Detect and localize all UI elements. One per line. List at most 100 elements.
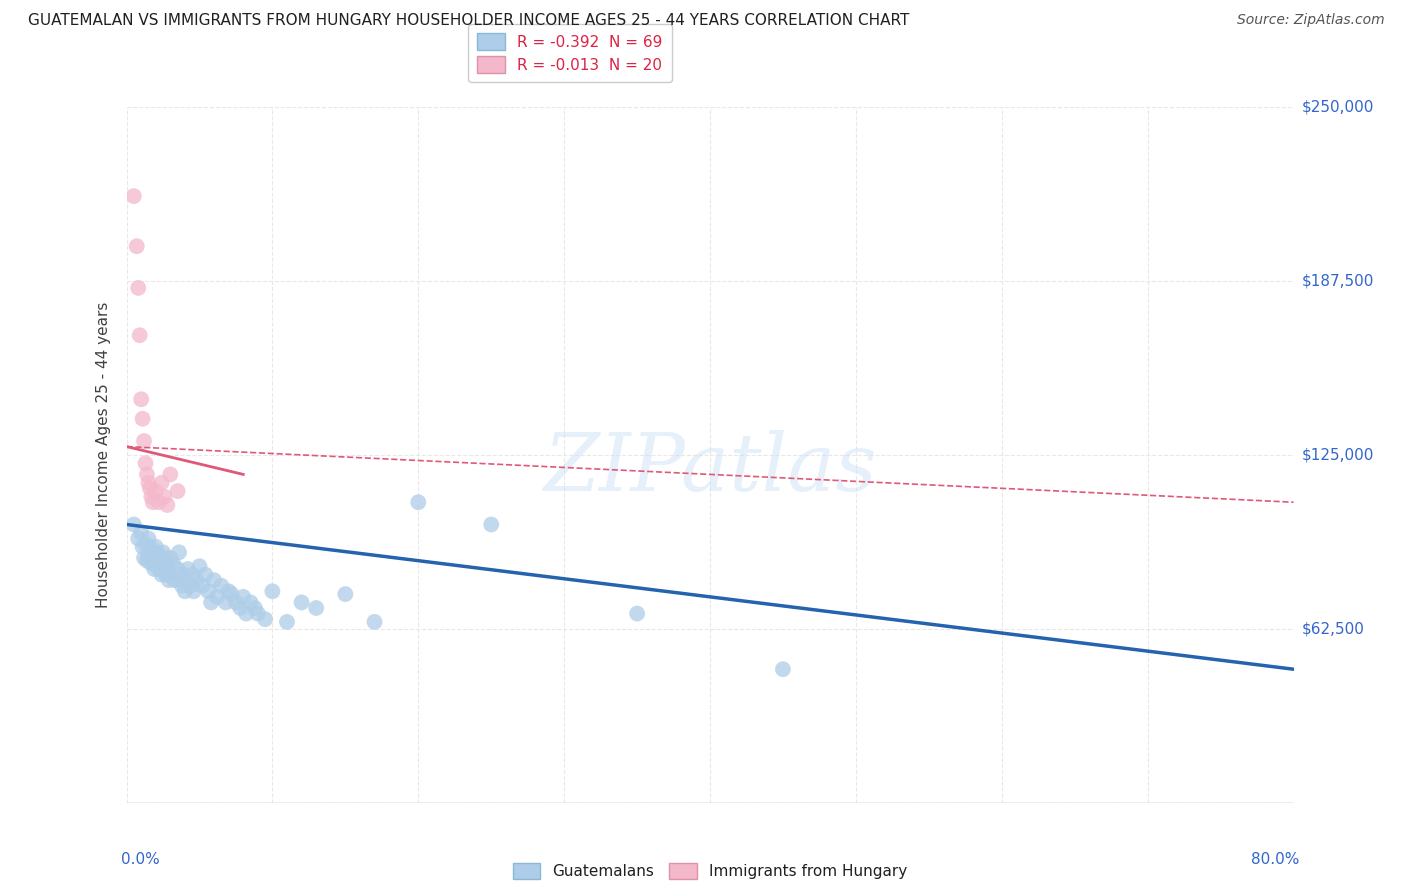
- Point: [205, 590, 228, 604]
- Point: [145, 484, 167, 499]
- Text: ZIPatlas: ZIPatlas: [543, 430, 877, 508]
- Point: [153, 550, 176, 565]
- Point: [134, 456, 156, 470]
- Point: [177, 562, 200, 576]
- Point: [235, 607, 257, 621]
- Point: [141, 557, 163, 571]
- Point: [145, 540, 167, 554]
- Point: [127, 281, 149, 295]
- Point: [626, 607, 648, 621]
- Point: [157, 573, 180, 587]
- Point: [125, 239, 148, 253]
- Text: 0.0%: 0.0%: [121, 852, 159, 866]
- Point: [132, 550, 155, 565]
- Point: [239, 595, 262, 609]
- Text: 80.0%: 80.0%: [1251, 852, 1299, 866]
- Point: [155, 567, 177, 582]
- Point: [172, 567, 194, 582]
- Point: [139, 481, 162, 495]
- Point: [186, 573, 208, 587]
- Text: Source: ZipAtlas.com: Source: ZipAtlas.com: [1237, 13, 1385, 28]
- Point: [129, 392, 152, 407]
- Point: [166, 484, 188, 499]
- Point: [143, 562, 166, 576]
- Point: [225, 595, 247, 609]
- Point: [188, 559, 211, 574]
- Point: [194, 567, 217, 582]
- Point: [136, 467, 159, 482]
- Point: [138, 550, 160, 565]
- Point: [209, 579, 232, 593]
- Point: [221, 587, 243, 601]
- Point: [479, 517, 502, 532]
- Point: [200, 595, 222, 609]
- Point: [148, 562, 170, 576]
- Point: [183, 584, 205, 599]
- Point: [148, 495, 170, 509]
- Point: [232, 590, 254, 604]
- Point: [215, 595, 238, 609]
- Point: [134, 537, 156, 551]
- Point: [197, 584, 219, 599]
- Point: [156, 557, 179, 571]
- Point: [166, 562, 188, 576]
- Point: [159, 467, 181, 482]
- Point: [246, 607, 269, 621]
- Point: [159, 550, 181, 565]
- Point: [150, 567, 173, 582]
- Point: [408, 495, 430, 509]
- Point: [129, 525, 152, 540]
- Point: [122, 517, 145, 532]
- Point: [170, 579, 193, 593]
- Point: [152, 562, 174, 576]
- Point: [305, 601, 328, 615]
- Text: $125,000: $125,000: [1302, 448, 1374, 462]
- Point: [335, 587, 357, 601]
- Point: [162, 557, 184, 571]
- Point: [167, 545, 190, 559]
- Point: [150, 475, 173, 490]
- Text: $187,500: $187,500: [1302, 274, 1374, 288]
- Point: [169, 573, 191, 587]
- Point: [290, 595, 312, 609]
- Point: [254, 612, 277, 626]
- Point: [174, 584, 197, 599]
- Point: [363, 615, 385, 629]
- Point: [262, 584, 284, 599]
- Point: [127, 532, 149, 546]
- Point: [142, 545, 165, 559]
- Point: [138, 475, 160, 490]
- Point: [163, 573, 186, 587]
- Point: [145, 557, 167, 571]
- Point: [136, 554, 159, 568]
- Text: $62,500: $62,500: [1302, 622, 1365, 636]
- Point: [149, 550, 172, 565]
- Point: [122, 189, 145, 203]
- Point: [159, 567, 181, 582]
- Text: $250,000: $250,000: [1302, 100, 1374, 114]
- Point: [142, 495, 165, 509]
- Point: [131, 540, 153, 554]
- Point: [772, 662, 794, 676]
- Point: [132, 434, 155, 448]
- Point: [243, 601, 266, 615]
- Point: [218, 584, 240, 599]
- Point: [202, 573, 225, 587]
- Point: [276, 615, 298, 629]
- Point: [191, 579, 214, 593]
- Point: [180, 579, 202, 593]
- Point: [181, 567, 204, 582]
- Point: [146, 545, 169, 559]
- Legend: Guatemalans, Immigrants from Hungary: Guatemalans, Immigrants from Hungary: [506, 856, 914, 886]
- Y-axis label: Householder Income Ages 25 - 44 years: Householder Income Ages 25 - 44 years: [96, 301, 111, 608]
- Text: GUATEMALAN VS IMMIGRANTS FROM HUNGARY HOUSEHOLDER INCOME AGES 25 - 44 YEARS CORR: GUATEMALAN VS IMMIGRANTS FROM HUNGARY HO…: [28, 13, 910, 29]
- Point: [128, 328, 150, 343]
- Point: [141, 490, 163, 504]
- Point: [153, 490, 176, 504]
- Point: [152, 545, 174, 559]
- Point: [156, 498, 179, 512]
- Point: [229, 601, 252, 615]
- Point: [131, 411, 153, 425]
- Point: [139, 540, 162, 554]
- Point: [138, 532, 160, 546]
